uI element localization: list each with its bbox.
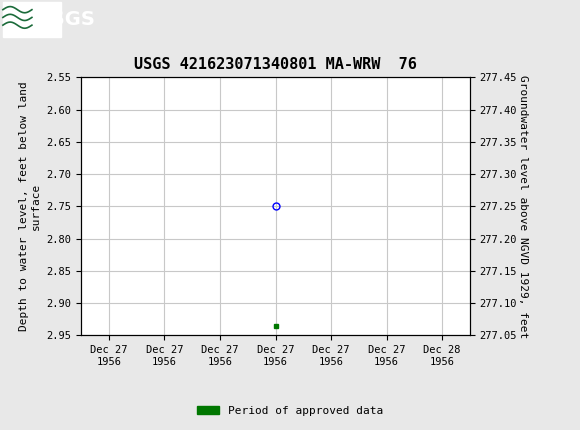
Legend: Period of approved data: Period of approved data [193, 401, 387, 420]
Y-axis label: Groundwater level above NGVD 1929, feet: Groundwater level above NGVD 1929, feet [518, 75, 528, 338]
FancyBboxPatch shape [3, 2, 61, 37]
Y-axis label: Depth to water level, feet below land
surface: Depth to water level, feet below land su… [19, 82, 41, 331]
Title: USGS 421623071340801 MA-WRW  76: USGS 421623071340801 MA-WRW 76 [134, 57, 417, 72]
Text: USGS: USGS [35, 10, 95, 29]
